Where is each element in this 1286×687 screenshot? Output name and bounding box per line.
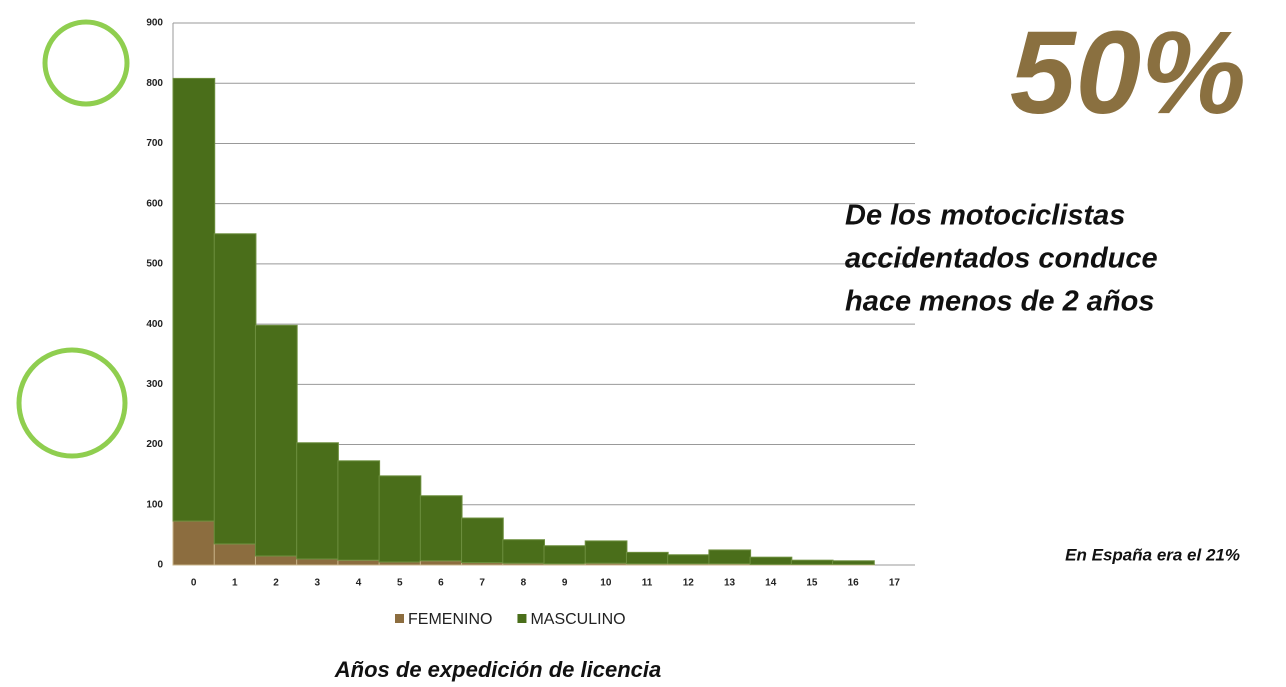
decor-circle — [16, 347, 128, 459]
x-tick-label: 10 — [600, 578, 612, 589]
bar-segment — [667, 554, 710, 565]
y-tick-label: 800 — [146, 78, 163, 89]
y-tick-label: 200 — [146, 439, 163, 450]
bar-segment — [708, 549, 752, 565]
y-tick-label: 100 — [146, 499, 163, 510]
x-axis-title: Años de expedición de licencia — [334, 657, 661, 682]
y-tick-label: 400 — [146, 319, 163, 330]
y-tick-label: 300 — [146, 379, 163, 390]
x-tick-label: 1 — [232, 578, 238, 589]
bar-segment — [296, 558, 339, 566]
x-tick-label: 13 — [724, 578, 736, 589]
bar-segment — [213, 233, 257, 545]
note: En España era el 21% — [1065, 545, 1240, 564]
bar-segment — [419, 560, 463, 566]
x-tick-label: 9 — [562, 578, 568, 589]
x-tick-label: 7 — [479, 578, 485, 589]
legend-label: FEMENINO — [408, 611, 492, 628]
bar-segment — [254, 555, 298, 566]
bar-segment — [625, 551, 669, 565]
bar-segment — [296, 442, 339, 560]
bar-segment — [337, 460, 381, 561]
bar-segment — [378, 475, 422, 563]
y-tick-label: 900 — [146, 18, 163, 29]
annotation-line: hace menos de 2 años — [845, 286, 1154, 318]
bar-segment — [213, 543, 257, 566]
annotation-line: accidentados conduce — [845, 243, 1158, 275]
bar-segment — [419, 495, 463, 562]
bar-segment — [172, 520, 216, 566]
bar-segment — [254, 324, 298, 557]
y-tick-label: 700 — [146, 138, 163, 149]
x-tick-label: 15 — [806, 578, 818, 589]
bar-segment — [543, 545, 587, 565]
y-tick-label: 0 — [157, 560, 163, 571]
decor-circle — [42, 19, 130, 107]
x-tick-label: 8 — [521, 578, 527, 589]
bar-segment — [502, 539, 545, 564]
x-tick-label: 0 — [191, 578, 197, 589]
x-tick-label: 2 — [273, 578, 279, 589]
headline: 50% — [1010, 7, 1246, 139]
bar-segment — [584, 540, 628, 564]
bar-segment — [749, 556, 793, 565]
x-tick-label: 11 — [642, 578, 653, 589]
bar-segment — [832, 560, 875, 565]
x-tick-label: 14 — [765, 578, 777, 589]
legend-swatch — [395, 614, 404, 623]
x-tick-label: 6 — [438, 578, 444, 589]
y-tick-label: 500 — [146, 259, 163, 270]
x-tick-label: 16 — [848, 578, 860, 589]
legend-label: MASCULINO — [530, 611, 625, 628]
bar-segment — [172, 77, 216, 522]
bar-segment — [461, 517, 504, 564]
legend-swatch — [517, 614, 527, 623]
y-tick-label: 600 — [146, 198, 163, 209]
x-tick-label: 4 — [356, 578, 362, 589]
bar-segment — [790, 559, 834, 565]
x-tick-label: 3 — [314, 578, 320, 589]
x-tick-label: 12 — [683, 578, 695, 589]
bar-segment — [337, 559, 381, 566]
x-tick-label: 17 — [889, 578, 901, 589]
annotation-line: De los motociclistas — [845, 200, 1125, 232]
x-tick-label: 5 — [397, 578, 403, 589]
